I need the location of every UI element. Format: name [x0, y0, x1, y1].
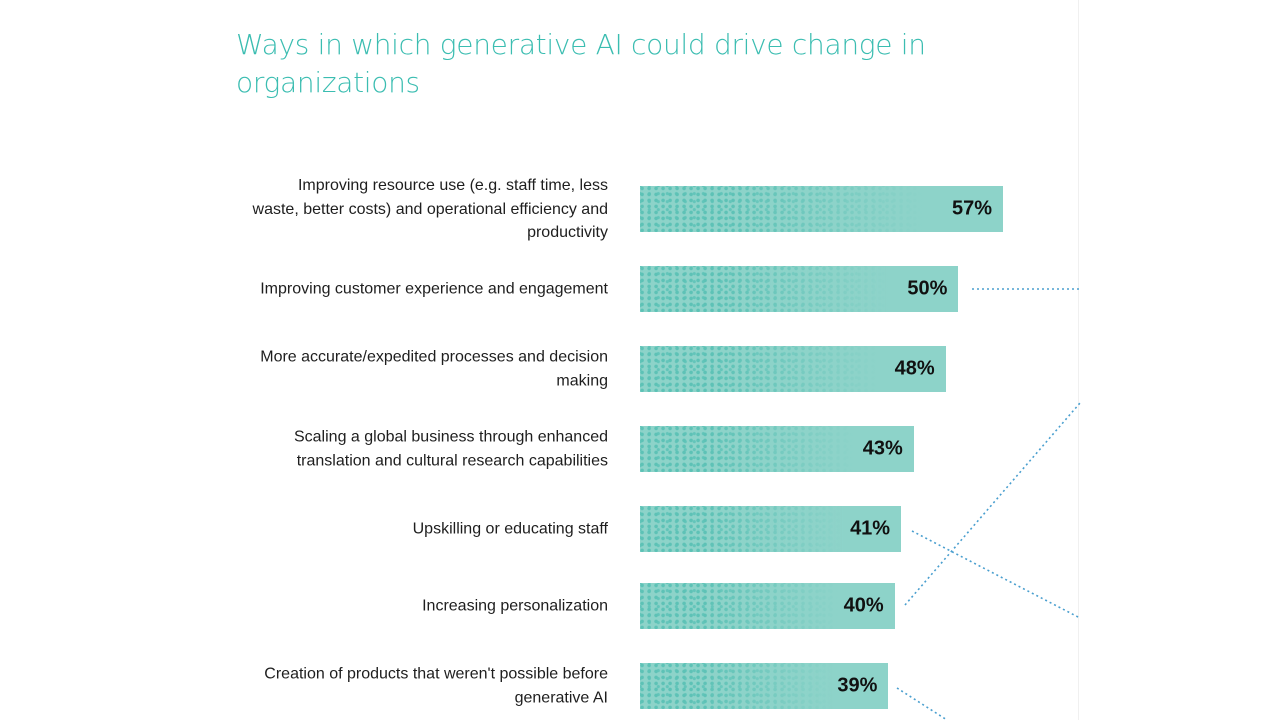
value-label: 43% [862, 437, 903, 460]
connector-line [904, 402, 1081, 606]
category-label: Improving customer experience and engage… [260, 280, 608, 298]
bar-row: Improving resource use (e.g. staff time,… [0, 177, 1080, 241]
bar: 39% [640, 663, 889, 709]
value-label: 40% [843, 594, 884, 617]
category-label: Increasing personalization [422, 597, 608, 615]
bar-row: Increasing personalization 40% [0, 583, 1080, 629]
bar-row: More accurate/expedited processes and de… [0, 346, 1080, 392]
bar: 41% [640, 506, 902, 552]
value-label: 57% [951, 197, 992, 220]
value-label: 48% [894, 357, 935, 380]
bar-row: Upskilling or educating staff 41% [0, 506, 1080, 552]
bar-row: Scaling a global business through enhanc… [0, 426, 1080, 472]
bar: 40% [640, 583, 895, 629]
category-label: More accurate/expedited processes and de… [260, 348, 608, 390]
bar: 50% [640, 266, 959, 312]
value-label: 50% [907, 277, 948, 300]
bar-row: Creation of products that weren't possib… [0, 663, 1080, 709]
chart-title: Ways in which generative AI could drive … [236, 28, 926, 99]
category-label: Scaling a global business through enhanc… [293, 428, 608, 470]
bar-row: Improving customer experience and engage… [0, 266, 1080, 312]
category-label: Upskilling or educating staff [412, 520, 608, 538]
bar: 43% [640, 426, 914, 472]
page-edge [1078, 0, 1079, 720]
category-label: Creation of products that weren't possib… [264, 665, 608, 707]
value-label: 41% [850, 517, 891, 540]
connector-line [911, 530, 1081, 619]
connector-line [896, 687, 948, 720]
value-label: 39% [837, 674, 878, 697]
category-label: Improving resource use (e.g. staff time,… [252, 176, 608, 241]
bar: 57% [640, 186, 1003, 232]
bar: 48% [640, 346, 946, 392]
